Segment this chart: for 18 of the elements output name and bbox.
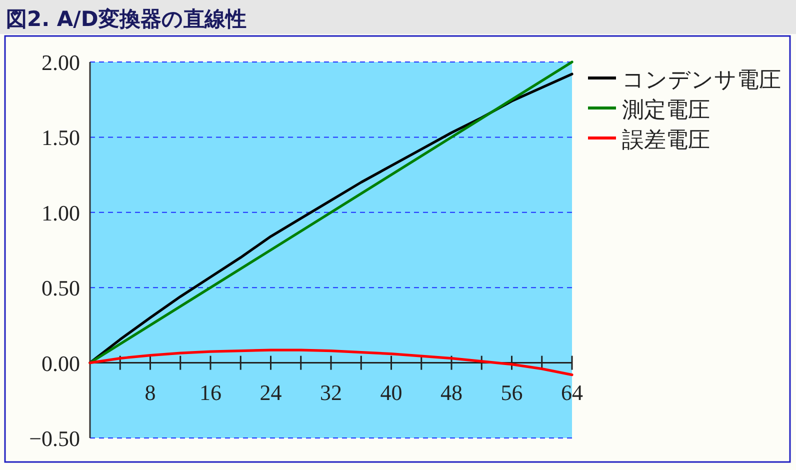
x-tick-label: 32 [320,380,342,405]
y-tick-label: 0.00 [42,350,80,376]
y-tick-label: −0.50 [29,426,80,451]
chart-title: 図2. A/D変換器の直線性 [6,7,246,31]
x-tick-label: 48 [440,380,462,405]
line-series [88,348,574,376]
legend-label: 測定電圧 [622,98,710,123]
y-tick-label: 0.50 [42,276,80,301]
y-tick-label: 1.00 [42,200,80,226]
y-tick-label: 2.00 [42,50,80,75]
y-tick-label: 1.50 [42,125,80,150]
x-tick-label: 56 [500,380,523,405]
legend-label: コンデンサ電圧 [622,68,781,93]
legend-label: 誤差電圧 [622,128,710,153]
x-tick-label: 16 [200,380,222,405]
x-tick-label: 8 [144,380,156,405]
x-tick-label: 40 [380,380,402,405]
x-tick-label: 24 [260,380,282,405]
